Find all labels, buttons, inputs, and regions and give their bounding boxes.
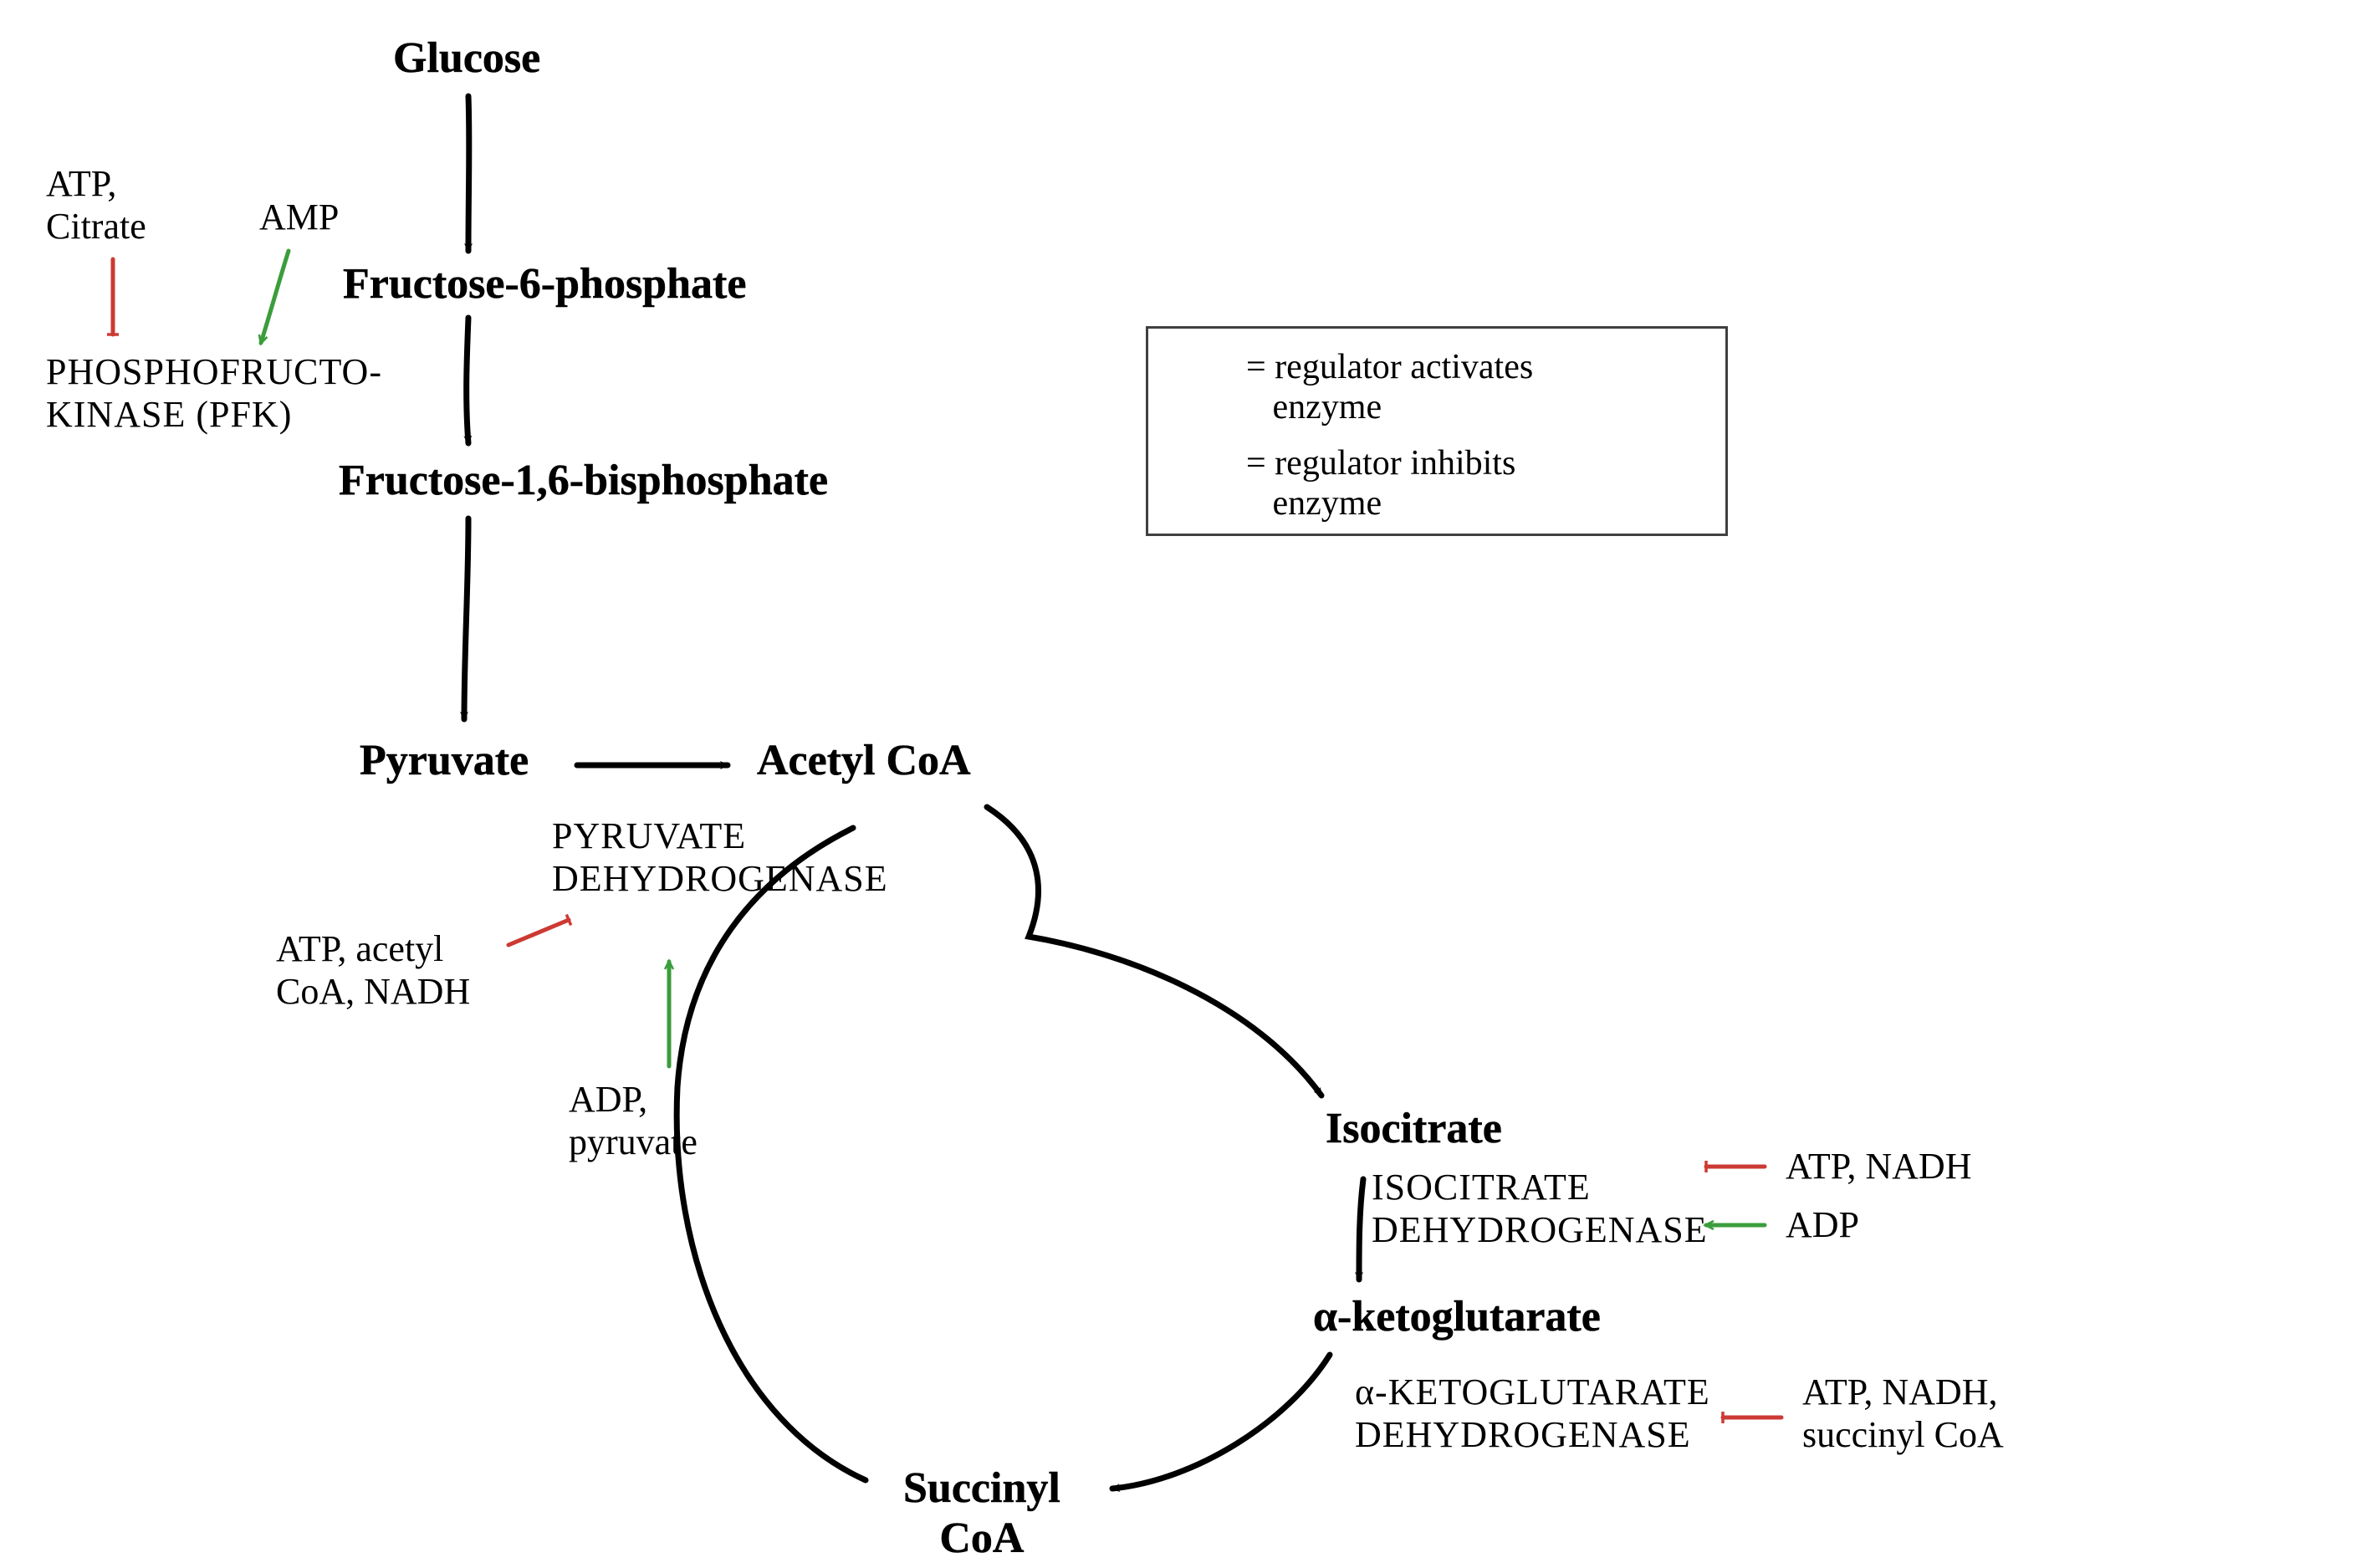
enzyme-idh: ISOCITRATE DEHYDROGENASE xyxy=(1372,1167,1708,1251)
regulator-akgdh-inhibit: ATP, NADH, succinyl CoA xyxy=(1802,1371,2004,1456)
diagram-canvas: Glucose Fructose-6-phosphate Fructose-1,… xyxy=(0,0,2366,1568)
pathway-arrow-f6p_to_f16bp xyxy=(467,318,468,443)
enzyme-akgdh: α-KETOGLUTARATE DEHYDROGENASE xyxy=(1355,1371,1710,1456)
regulator-idh-inhibit: ATP, NADH xyxy=(1786,1146,1971,1188)
regulator-pfk-activate: AMP xyxy=(259,197,339,239)
pathway-arrow-akg_to_succinyl xyxy=(1112,1355,1330,1489)
regulator-idh-activate: ADP xyxy=(1786,1204,1859,1247)
regulation-arrow-pdh_inhibit_arrow xyxy=(508,920,569,945)
regulation-arrow-pfk_activate_arrow xyxy=(261,251,289,343)
pathway-arrow-glucose_to_f6p xyxy=(468,96,469,251)
enzyme-pfk: PHOSPHOFRUCTO- KINASE (PFK) xyxy=(46,351,382,436)
pathway-arrow-isocitrate_to_akg xyxy=(1359,1179,1363,1279)
regulator-pdh-inhibit: ATP, acetyl CoA, NADH xyxy=(276,928,470,1013)
arrows-overlay xyxy=(0,0,2366,1568)
metabolite-akg: α-ketoglutarate xyxy=(1313,1292,1601,1342)
metabolite-acetylcoa: Acetyl CoA xyxy=(757,736,971,786)
metabolite-f16bp: Fructose-1,6-bisphosphate xyxy=(339,456,828,506)
legend-activate-text: = regulator activates enzyme xyxy=(1246,347,1533,428)
metabolite-isocitrate: Isocitrate xyxy=(1326,1104,1502,1154)
metabolite-pyruvate: Pyruvate xyxy=(360,736,529,786)
metabolite-succinylcoa: Succinyl CoA xyxy=(903,1463,1060,1564)
regulator-pfk-inhibit: ATP, Citrate xyxy=(46,163,146,248)
metabolite-glucose: Glucose xyxy=(393,33,540,84)
legend-inhibit-text: = regulator inhibits enzyme xyxy=(1246,443,1515,524)
metabolite-f6p: Fructose-6-phosphate xyxy=(343,259,746,309)
pathway-arrow-succinyl_to_acetyl xyxy=(677,828,866,1480)
pathway-arrow-f16bp_to_pyruvate xyxy=(464,518,468,719)
regulator-pdh-activate: ADP, pyruvate xyxy=(569,1079,698,1163)
pathway-arrow-acetyl_to_isocitrate xyxy=(987,807,1321,1096)
enzyme-pdh: PYRUVATE DEHYDROGENASE xyxy=(552,815,888,900)
